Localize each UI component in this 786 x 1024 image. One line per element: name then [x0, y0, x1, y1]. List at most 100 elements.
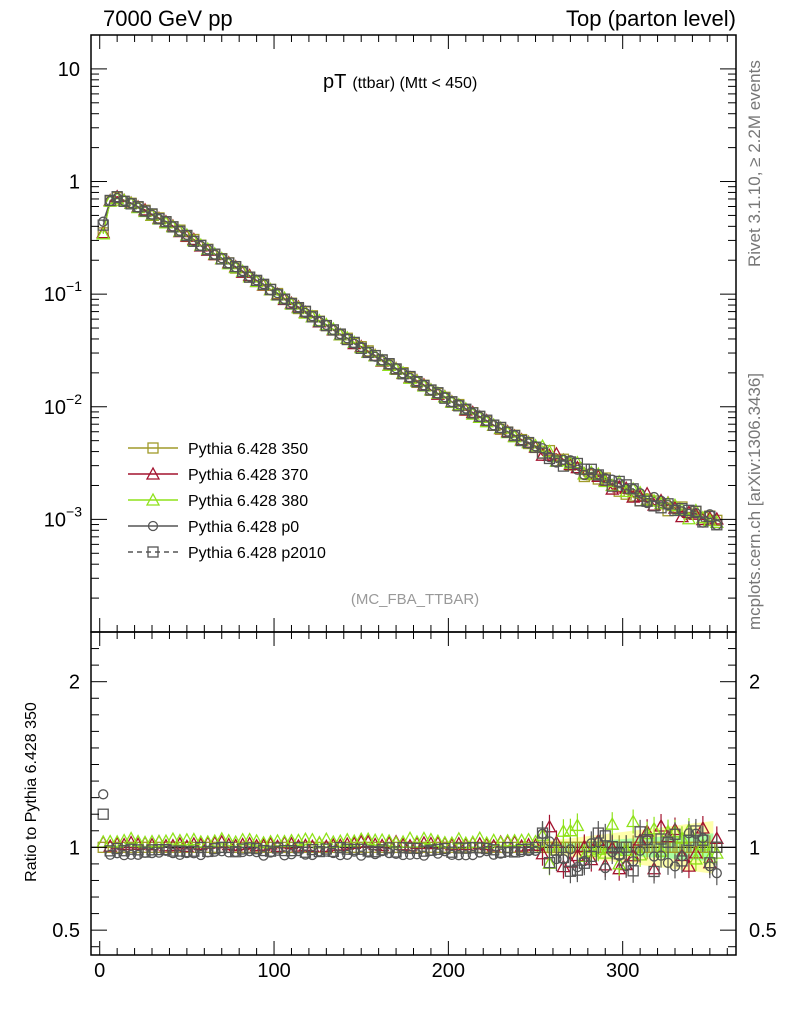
series-marker — [243, 271, 256, 283]
series-marker — [501, 426, 514, 438]
legend: Pythia 6.428 350 Pythia 6.428 370 Pythia 6… — [128, 441, 326, 562]
ratio-marker — [508, 846, 521, 858]
ratio-marker — [174, 845, 186, 857]
ratio-marker — [195, 841, 207, 854]
series-marker — [704, 510, 716, 523]
ratio-marker — [605, 816, 620, 830]
ratio-marker — [395, 834, 411, 848]
ratio-marker — [130, 834, 146, 848]
ratio-marker — [111, 842, 123, 855]
series-marker — [571, 457, 584, 470]
ratio-marker — [683, 834, 695, 846]
ratio-marker — [481, 842, 493, 855]
ratio-marker — [669, 828, 681, 840]
ratio-marker — [404, 849, 416, 860]
series-marker — [613, 475, 625, 488]
main-y-tick-label: 10−2 — [44, 391, 82, 419]
ratio-marker — [690, 825, 702, 837]
ratio-marker — [376, 844, 388, 856]
x-tick-label: 200 — [432, 960, 465, 982]
series-marker — [411, 375, 423, 388]
series-marker — [237, 265, 249, 278]
ratio-marker — [467, 849, 478, 861]
series-marker — [627, 483, 639, 495]
ratio-marker — [404, 842, 416, 854]
series-marker — [348, 336, 360, 349]
main-y-tick-label: 10−3 — [44, 503, 82, 531]
ratio-marker — [641, 834, 653, 846]
ratio-marker — [460, 842, 472, 854]
series-marker — [572, 464, 583, 475]
series-marker — [327, 324, 339, 336]
legend-entry-label: Pythia 6.428 370 — [188, 467, 308, 484]
ratio-marker — [250, 843, 263, 855]
series-markers — [96, 189, 724, 886]
series-marker — [402, 370, 418, 384]
ratio-marker — [467, 842, 479, 854]
legend-entry-label: Pythia 6.428 350 — [188, 441, 308, 458]
series-marker — [472, 410, 487, 424]
series-marker — [397, 368, 409, 380]
ratio-marker — [522, 843, 535, 855]
series-marker — [683, 504, 695, 516]
ratio-marker — [646, 821, 662, 835]
series-marker — [118, 195, 130, 207]
title-sub-text: (ttbar) (Mtt < 450) — [352, 75, 477, 92]
ratio-marker — [312, 835, 327, 849]
series-marker — [578, 463, 590, 475]
ratio-marker — [397, 842, 409, 854]
x-tick-label: 0 — [94, 960, 105, 982]
ratio-marker — [626, 814, 641, 828]
main-y-tick-label: 1 — [69, 172, 80, 194]
ratio-marker — [361, 831, 376, 845]
ratio-marker — [620, 841, 632, 853]
ratio-marker — [97, 808, 109, 820]
ratio-marker — [662, 836, 674, 848]
watermark-label: (MC_FBA_TTBAR) — [351, 591, 479, 608]
ratio-marker — [390, 846, 402, 858]
main-y-tick-label: 10−1 — [44, 278, 82, 306]
ratio-marker — [209, 843, 221, 855]
header-left-label: 7000 GeV pp — [103, 6, 233, 31]
ratio-marker — [501, 842, 514, 854]
ratio-marker — [451, 831, 466, 845]
series-marker — [97, 219, 109, 231]
ratio-plot-frame — [90, 631, 737, 956]
series-marker — [439, 392, 451, 404]
ratio-marker — [202, 845, 214, 858]
ratio-marker — [500, 833, 515, 847]
ratio-marker — [144, 834, 160, 848]
series-marker — [125, 198, 137, 210]
series-marker — [216, 253, 228, 265]
legend-marker — [145, 492, 161, 506]
ratio-marker — [411, 842, 423, 855]
series-marker — [341, 333, 353, 346]
series-marker — [446, 396, 458, 408]
ratio-marker — [305, 838, 320, 852]
ratio-marker — [368, 832, 383, 846]
ratio-y-tick-label-right: 1 — [749, 837, 760, 859]
ratio-marker — [465, 834, 480, 848]
series-marker — [662, 498, 674, 510]
title-main-text: pT — [323, 71, 346, 93]
ratio-marker — [578, 857, 590, 869]
series-marker — [529, 441, 542, 453]
series-marker — [474, 410, 486, 422]
ratio-marker — [460, 850, 471, 861]
series-marker — [195, 239, 207, 252]
series-marker — [709, 511, 724, 525]
ratio-marker — [711, 868, 722, 879]
ratio-marker — [153, 843, 165, 856]
x-tick-label: 100 — [257, 960, 290, 982]
ratio-marker — [186, 832, 201, 846]
series-marker — [132, 201, 144, 213]
series-marker — [425, 384, 437, 396]
series-marker — [599, 474, 611, 486]
ratio-marker — [453, 850, 464, 861]
ratio-marker — [278, 844, 291, 857]
ratio-marker — [557, 851, 570, 864]
ratio-marker — [243, 842, 256, 854]
series-marker — [223, 257, 235, 269]
series-marker — [557, 460, 570, 472]
